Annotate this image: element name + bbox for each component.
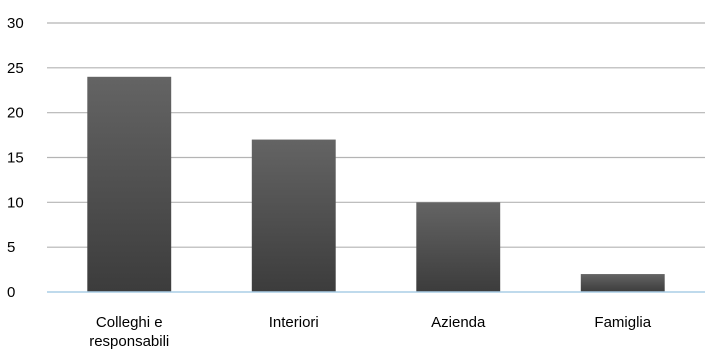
x-category-label-line: responsabili [89,333,169,350]
y-tick-label: 15 [7,150,24,167]
bars [87,76,665,292]
x-category-label-line: Famiglia [594,314,651,331]
y-axis-ticks: 0 5 10 15 20 25 30 [7,15,24,301]
y-tick-label: 20 [7,105,24,122]
bar [580,274,665,292]
y-tick-label: 25 [7,60,24,77]
x-axis-category-labels: Colleghi e responsabili Interiori Azienda Fa… [89,314,652,350]
y-tick-label: 5 [7,239,15,256]
y-tick-label: 0 [7,284,15,301]
x-category-label-line: Interiori [269,314,319,331]
x-category-label-line: Colleghi e [96,314,163,331]
x-category-label: Colleghi e responsabili [89,314,169,350]
x-category-label: Interiori [269,314,319,331]
bar [87,76,172,292]
x-category-label-line: Azienda [431,314,486,331]
y-tick-label: 30 [7,15,24,32]
bar [251,139,336,292]
x-category-label: Famiglia [594,314,651,331]
y-tick-label: 10 [7,194,24,211]
x-category-label: Azienda [431,314,486,331]
bar [416,202,501,292]
